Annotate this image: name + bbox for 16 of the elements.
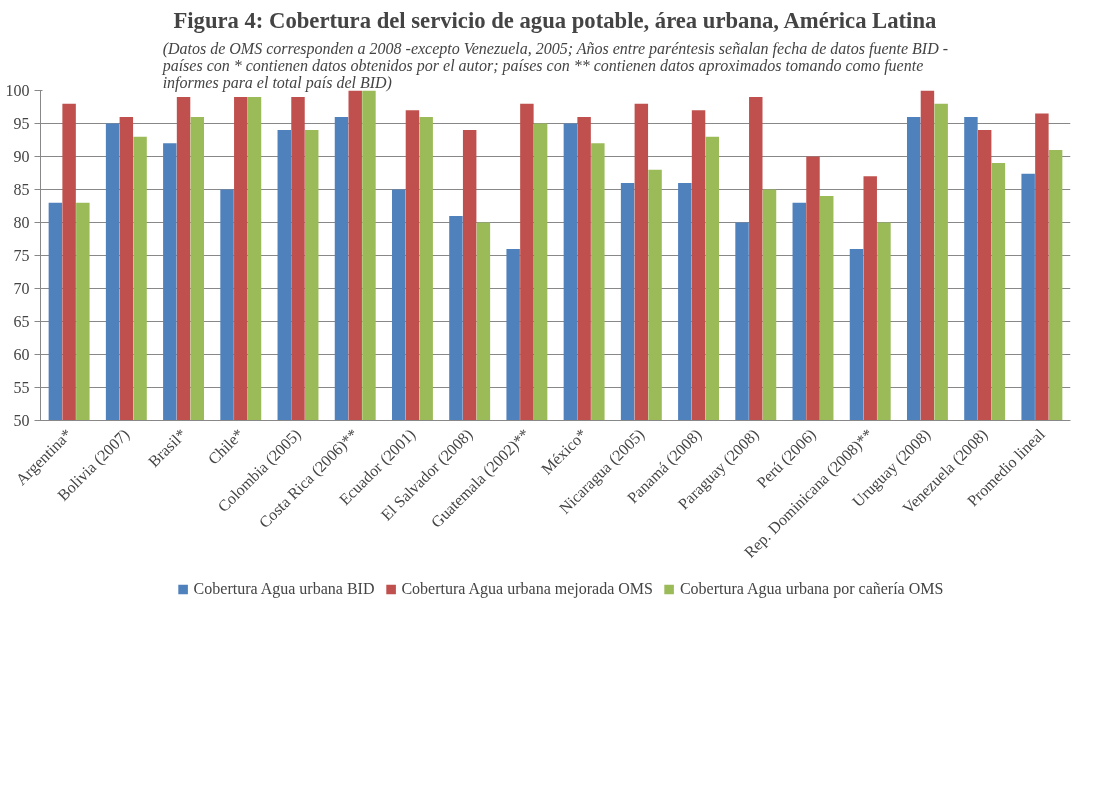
y-tick-label: 65 [13,313,30,330]
y-tick-label: 55 [13,379,30,396]
legend-label: Cobertura Agua urbana por cañería OMS [679,580,944,598]
y-tick-label: 90 [13,148,30,165]
legend-label: Cobertura Agua urbana BID [193,580,375,598]
legend-label: Cobertura Agua urbana mejorada OMS [401,580,653,598]
chart-subtitle: (Datos de OMS corresponden a 2008 -excepto Venezuela, 2005; Años entre paréntesis señalan fecha de datos fuente BID - países con * contienen datos obtenidos por el autor; países con ** contienen datos aproximados tomando como fuente informes para el total país del BID) [161,39,949,92]
y-tick-label: 60 [13,346,30,363]
chart-title: Figura 4: Cobertura del servicio de agua potable, área urbana, América Latina [173,7,937,33]
y-tick-label: 100 [5,82,30,99]
y-tick-label: 50 [13,412,30,429]
y-tick-label: 75 [13,247,30,264]
y-tick-label: 80 [13,214,30,231]
y-tick-label: 95 [13,115,30,132]
y-tick-label: 85 [13,181,30,198]
y-tick-label: 70 [13,280,30,297]
